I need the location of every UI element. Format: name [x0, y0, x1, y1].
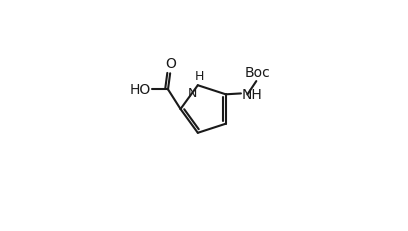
Text: H: H: [195, 70, 204, 83]
Text: O: O: [166, 57, 177, 71]
Text: HO: HO: [130, 83, 151, 97]
Text: NH: NH: [242, 88, 263, 102]
Text: Boc: Boc: [244, 66, 270, 80]
Text: N: N: [188, 87, 197, 100]
